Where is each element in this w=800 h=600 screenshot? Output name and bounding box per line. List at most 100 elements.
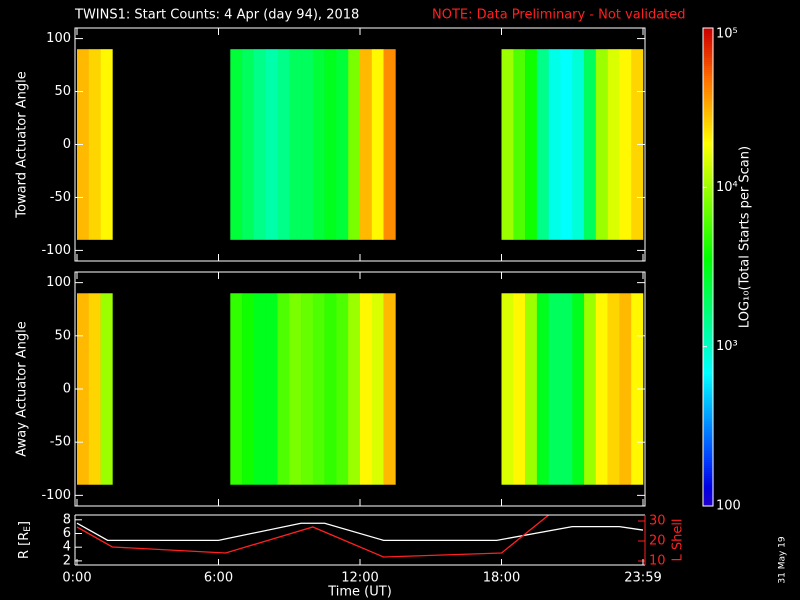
colorbar-strip xyxy=(703,72,713,75)
heat-cell xyxy=(595,49,608,240)
colorbar-strip xyxy=(703,154,713,157)
colorbar-strip xyxy=(703,174,713,177)
colorbar-strip xyxy=(703,306,713,309)
x-axis-label: Time (UT) xyxy=(327,585,392,600)
colorbar-strip xyxy=(703,384,713,387)
colorbar-strip xyxy=(703,148,713,151)
colorbar-strip xyxy=(703,324,713,327)
colorbar-strip xyxy=(703,438,713,441)
colorbar-tick-label: 10³ xyxy=(716,339,738,354)
colorbar-strip xyxy=(703,230,713,233)
colorbar-strip xyxy=(703,64,713,67)
colorbar-strip xyxy=(703,424,713,427)
heat-cell xyxy=(619,293,632,485)
colorbar-strip xyxy=(703,336,713,339)
colorbar-strip xyxy=(703,74,713,77)
heat-cell xyxy=(301,49,314,240)
y-tick-label: 100 xyxy=(46,31,71,46)
colorbar-strip xyxy=(703,354,713,357)
colorbar-strip xyxy=(703,304,713,307)
colorbar-strip xyxy=(703,100,713,103)
colorbar-strip xyxy=(703,294,713,297)
colorbar-strip xyxy=(703,202,713,205)
colorbar-strip xyxy=(703,184,713,187)
colorbar-strip xyxy=(703,76,713,79)
colorbar-strip xyxy=(703,138,713,141)
colorbar-strip xyxy=(703,94,713,97)
y-axis-label: Toward Actuator Angle xyxy=(15,71,30,218)
x-tick-label: 0:00 xyxy=(62,571,91,586)
colorbar-strip xyxy=(703,490,713,493)
colorbar-strip xyxy=(703,484,713,487)
heat-cell xyxy=(324,49,337,240)
heat-cell xyxy=(383,293,396,485)
colorbar-strip xyxy=(703,152,713,155)
colorbar-strip xyxy=(703,404,713,407)
heat-cell xyxy=(277,49,290,240)
colorbar-strip xyxy=(703,270,713,273)
colorbar-strip xyxy=(703,382,713,385)
heat-cell xyxy=(289,293,302,485)
colorbar-strip xyxy=(703,450,713,453)
colorbar-strip xyxy=(703,248,713,251)
colorbar-strip xyxy=(703,176,713,179)
colorbar-strip xyxy=(703,180,713,183)
colorbar-strip xyxy=(703,256,713,259)
colorbar-strip xyxy=(703,444,713,447)
colorbar-strip xyxy=(703,140,713,143)
colorbar-strip xyxy=(703,452,713,455)
colorbar-strip xyxy=(703,426,713,429)
colorbar-strip xyxy=(703,164,713,167)
colorbar-strip xyxy=(703,250,713,253)
heat-cell xyxy=(383,49,396,240)
colorbar-strip xyxy=(703,88,713,91)
colorbar-strip xyxy=(703,464,713,467)
colorbar-strip xyxy=(703,80,713,83)
heat-cell xyxy=(242,293,255,485)
colorbar-strip xyxy=(703,160,713,163)
colorbar-strip xyxy=(703,482,713,485)
plot-frame xyxy=(74,27,646,262)
colorbar-strip xyxy=(703,234,713,237)
heat-cell xyxy=(371,49,384,240)
colorbar-strip xyxy=(703,454,713,457)
colorbar-strip xyxy=(703,350,713,353)
colorbar-strip xyxy=(703,96,713,99)
colorbar-strip xyxy=(703,274,713,277)
colorbar-strip xyxy=(703,182,713,185)
colorbar-strip xyxy=(703,66,713,69)
colorbar-strip xyxy=(703,178,713,181)
colorbar-strip xyxy=(703,470,713,473)
colorbar-strip xyxy=(703,162,713,165)
y-tick-label: -50 xyxy=(50,190,71,205)
colorbar-strip xyxy=(703,498,713,501)
heat-cell xyxy=(88,293,101,485)
y2-tick-label: 30 xyxy=(649,514,666,529)
date-stamp: 31 May 19 xyxy=(778,536,788,584)
colorbar-strip xyxy=(703,480,713,483)
colorbar-strip xyxy=(703,196,713,199)
colorbar-strip xyxy=(703,316,713,319)
colorbar-strip xyxy=(703,396,713,399)
colorbar-strip xyxy=(703,392,713,395)
colorbar-strip xyxy=(703,488,713,491)
colorbar-strip xyxy=(703,142,713,145)
colorbar-strip xyxy=(703,264,713,267)
colorbar-strip xyxy=(703,284,713,287)
colorbar-strip xyxy=(703,500,713,503)
y-tick-label: 0 xyxy=(63,137,71,152)
colorbar-strip xyxy=(703,496,713,499)
colorbar-strip xyxy=(703,330,713,333)
colorbar-strip xyxy=(703,104,713,107)
colorbar-strip xyxy=(703,32,713,35)
colorbar-strip xyxy=(703,300,713,303)
colorbar-strip xyxy=(703,254,713,257)
colorbar-strip xyxy=(703,362,713,365)
heat-cell xyxy=(560,49,573,240)
colorbar-strip xyxy=(703,494,713,497)
colorbar-strip xyxy=(703,150,713,153)
colorbar-strip xyxy=(703,38,713,41)
plot-frame xyxy=(74,271,646,507)
colorbar-strip xyxy=(703,440,713,443)
colorbar-strip xyxy=(703,400,713,403)
